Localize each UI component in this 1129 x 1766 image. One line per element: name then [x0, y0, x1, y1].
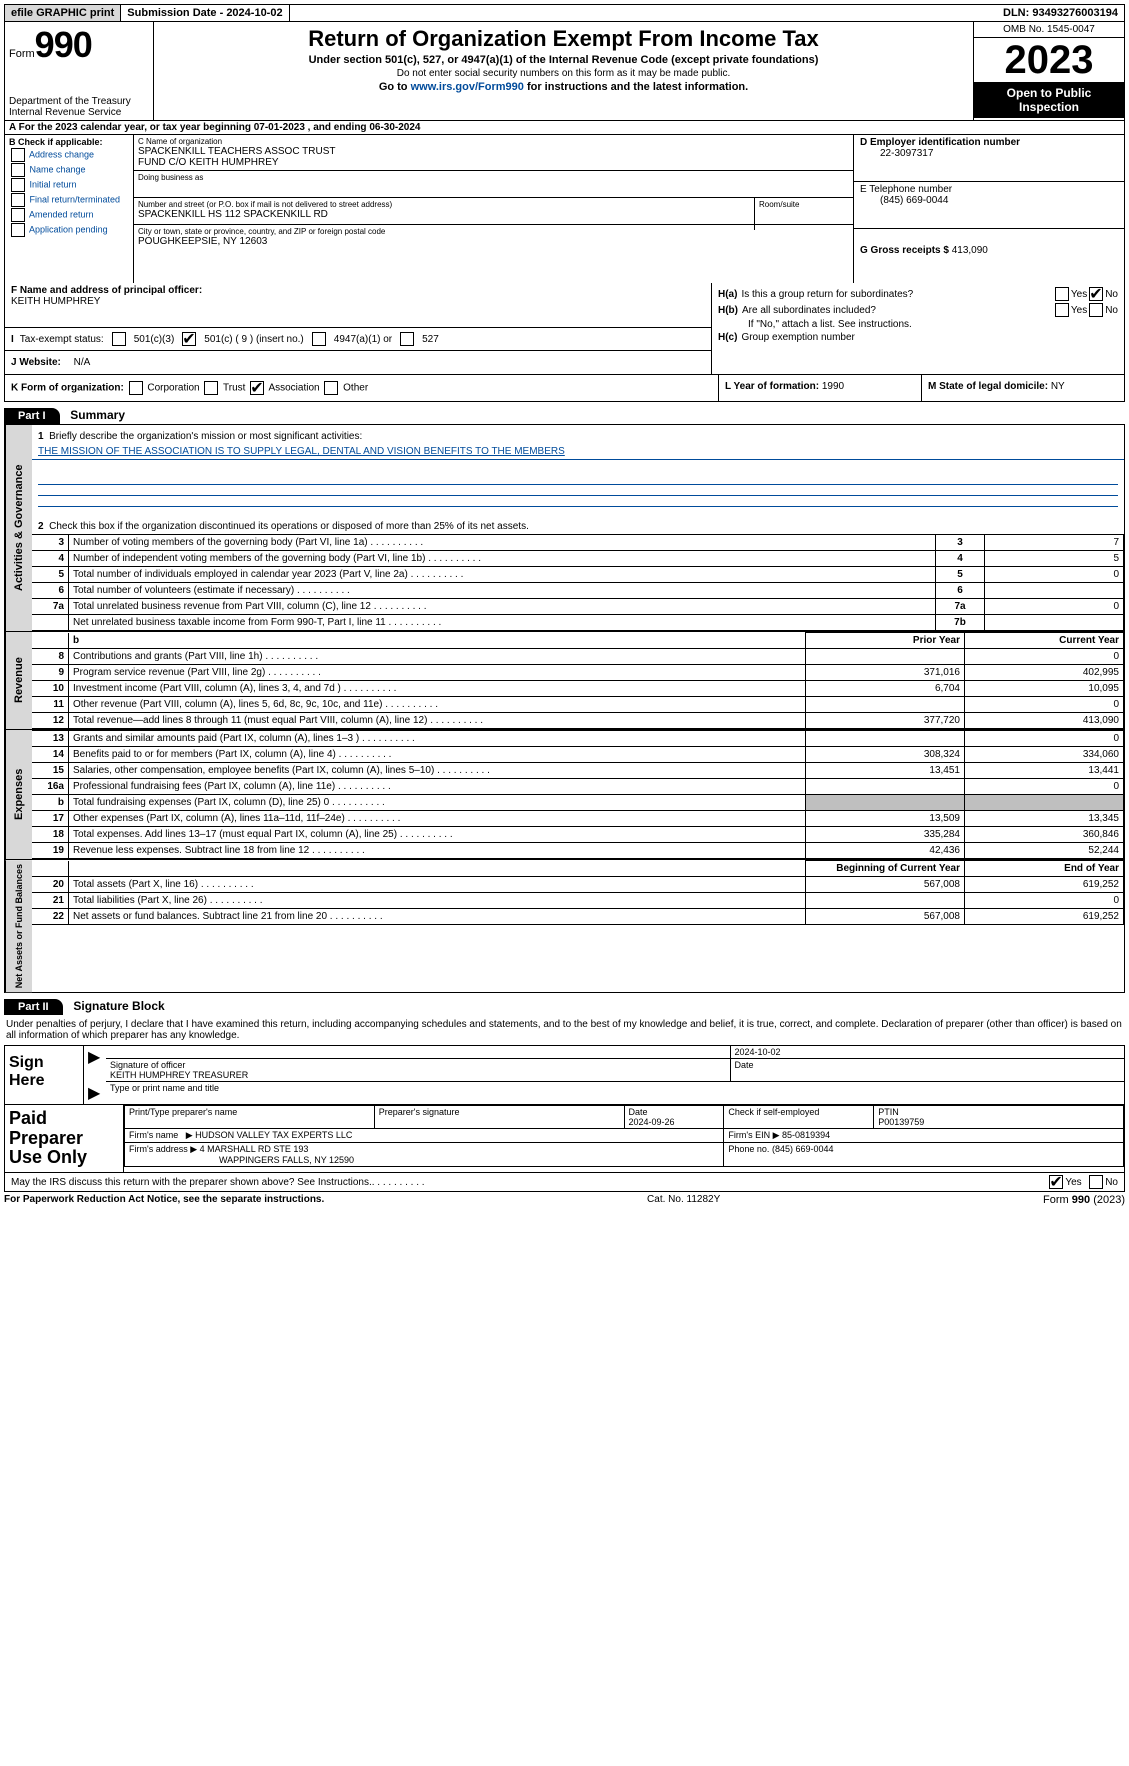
chk-hb-no[interactable]	[1089, 303, 1103, 317]
form-number: 990	[35, 24, 92, 66]
form-subtitle-2: Do not enter social security numbers on …	[160, 68, 967, 79]
chk-assoc[interactable]	[250, 381, 264, 395]
part-i-header: Part I Summary	[4, 402, 1125, 424]
chk-discuss-yes[interactable]	[1049, 1175, 1063, 1189]
chk-amended[interactable]: Amended return	[9, 208, 129, 222]
irs-link[interactable]: www.irs.gov/Form990	[411, 81, 524, 93]
website: N/A	[74, 357, 91, 368]
tab-activities-governance: Activities & Governance	[5, 425, 32, 631]
org-address: SPACKENKILL HS 112 SPACKENKILL RD	[138, 209, 328, 220]
info-grid: B Check if applicable: Address change Na…	[4, 135, 1125, 283]
omb-number: OMB No. 1545-0047	[974, 22, 1124, 38]
firm-name: HUDSON VALLEY TAX EXPERTS LLC	[195, 1130, 352, 1140]
row-fh: F Name and address of principal officer:…	[4, 283, 1125, 375]
part-i-exp: Expenses 13Grants and similar amounts pa…	[4, 730, 1125, 860]
efile-print-button[interactable]: efile GRAPHIC print	[5, 5, 121, 21]
principal-officer: KEITH HUMPHREY	[11, 296, 100, 307]
firm-addr2: WAPPINGERS FALLS, NY 12590	[129, 1155, 354, 1165]
tax-year: 2023	[974, 38, 1124, 82]
state-domicile: NY	[1051, 381, 1065, 392]
prep-date: 2024-09-26	[629, 1117, 675, 1127]
form-word: Form	[9, 48, 35, 60]
ptin: P00139759	[878, 1117, 924, 1127]
dln: DLN: 93493276003194	[997, 5, 1124, 21]
arrow-icon: ▶	[84, 1046, 106, 1082]
form-title: Return of Organization Exempt From Incom…	[160, 26, 967, 52]
mission-text: THE MISSION OF THE ASSOCIATION IS TO SUP…	[32, 444, 1124, 460]
firm-addr1: 4 MARSHALL RD STE 193	[200, 1144, 309, 1154]
irs-label: Internal Revenue Service	[9, 107, 149, 118]
table-exp: 13Grants and similar amounts paid (Part …	[32, 730, 1124, 859]
chk-hb-yes[interactable]	[1055, 303, 1069, 317]
tab-expenses: Expenses	[5, 730, 32, 859]
chk-527[interactable]	[400, 332, 414, 346]
officer-name: KEITH HUMPHREY TREASURER	[110, 1070, 248, 1080]
box-deg: D Employer identification number 22-3097…	[853, 135, 1124, 283]
section-a-taxyear: A For the 2023 calendar year, or tax yea…	[4, 121, 1125, 135]
chk-501c[interactable]	[182, 332, 196, 346]
paid-preparer-block: Paid Preparer Use Only Print/Type prepar…	[4, 1105, 1125, 1173]
submission-date: Submission Date - 2024-10-02	[121, 5, 289, 21]
open-inspection: Open to Public Inspection	[974, 82, 1124, 118]
dept-treasury: Department of the Treasury	[9, 96, 149, 107]
org-name-2: FUND C/O KEITH HUMPHREY	[138, 157, 279, 168]
firm-phone: (845) 669-0044	[772, 1144, 834, 1154]
row-klm: K Form of organization: Corporation Trus…	[4, 375, 1125, 402]
form-subtitle-1: Under section 501(c), 527, or 4947(a)(1)…	[160, 54, 967, 66]
chk-501c3[interactable]	[112, 332, 126, 346]
chk-address-change[interactable]: Address change	[9, 148, 129, 162]
org-name-1: SPACKENKILL TEACHERS ASSOC TRUST	[138, 146, 335, 157]
ein: 22-3097317	[860, 148, 933, 159]
chk-ha-yes[interactable]	[1055, 287, 1069, 301]
chk-initial-return[interactable]: Initial return	[9, 178, 129, 192]
tab-revenue: Revenue	[5, 632, 32, 729]
arrow-icon: ▶	[84, 1082, 106, 1104]
part-i-rev: Revenue bPrior YearCurrent Year8Contribu…	[4, 632, 1125, 730]
chk-final-return[interactable]: Final return/terminated	[9, 193, 129, 207]
org-city: POUGHKEEPSIE, NY 12603	[138, 236, 267, 247]
chk-4947[interactable]	[312, 332, 326, 346]
part-ii-header: Part II Signature Block	[4, 993, 1125, 1015]
telephone: (845) 669-0044	[860, 195, 948, 206]
box-c: C Name of organization SPACKENKILL TEACH…	[134, 135, 853, 283]
firm-ein: 85-0819394	[782, 1130, 830, 1140]
footer: For Paperwork Reduction Act Notice, see …	[4, 1192, 1125, 1208]
sign-here-block: Sign Here ▶ 2024-10-02 Signature of offi…	[4, 1045, 1125, 1105]
chk-name-change[interactable]: Name change	[9, 163, 129, 177]
chk-discuss-no[interactable]	[1089, 1175, 1103, 1189]
declaration-text: Under penalties of perjury, I declare th…	[4, 1015, 1125, 1045]
sig-date: 2024-10-02	[735, 1047, 781, 1057]
chk-trust[interactable]	[204, 381, 218, 395]
table-rev: bPrior YearCurrent Year8Contributions an…	[32, 632, 1124, 729]
table-na: Beginning of Current YearEnd of Year20To…	[32, 860, 1124, 925]
form-header: Form 990 Department of the Treasury Inte…	[4, 22, 1125, 121]
year-formation: 1990	[822, 381, 844, 392]
top-bar: efile GRAPHIC print Submission Date - 20…	[4, 4, 1125, 22]
chk-ha-no[interactable]	[1089, 287, 1103, 301]
tab-net-assets: Net Assets or Fund Balances	[5, 860, 32, 992]
part-i-na: Net Assets or Fund Balances Beginning of…	[4, 860, 1125, 993]
box-b: B Check if applicable: Address change Na…	[5, 135, 134, 283]
chk-corp[interactable]	[129, 381, 143, 395]
part-i-ag: Activities & Governance 1 Briefly descri…	[4, 424, 1125, 632]
chk-other[interactable]	[324, 381, 338, 395]
chk-app-pending[interactable]: Application pending	[9, 223, 129, 237]
discuss-row: May the IRS discuss this return with the…	[4, 1173, 1125, 1192]
gross-receipts: 413,090	[952, 245, 988, 256]
table-ag: 3Number of voting members of the governi…	[32, 534, 1124, 631]
room-suite: Room/suite	[754, 198, 853, 230]
form-subtitle-3: Go to www.irs.gov/Form990 for instructio…	[160, 81, 967, 93]
